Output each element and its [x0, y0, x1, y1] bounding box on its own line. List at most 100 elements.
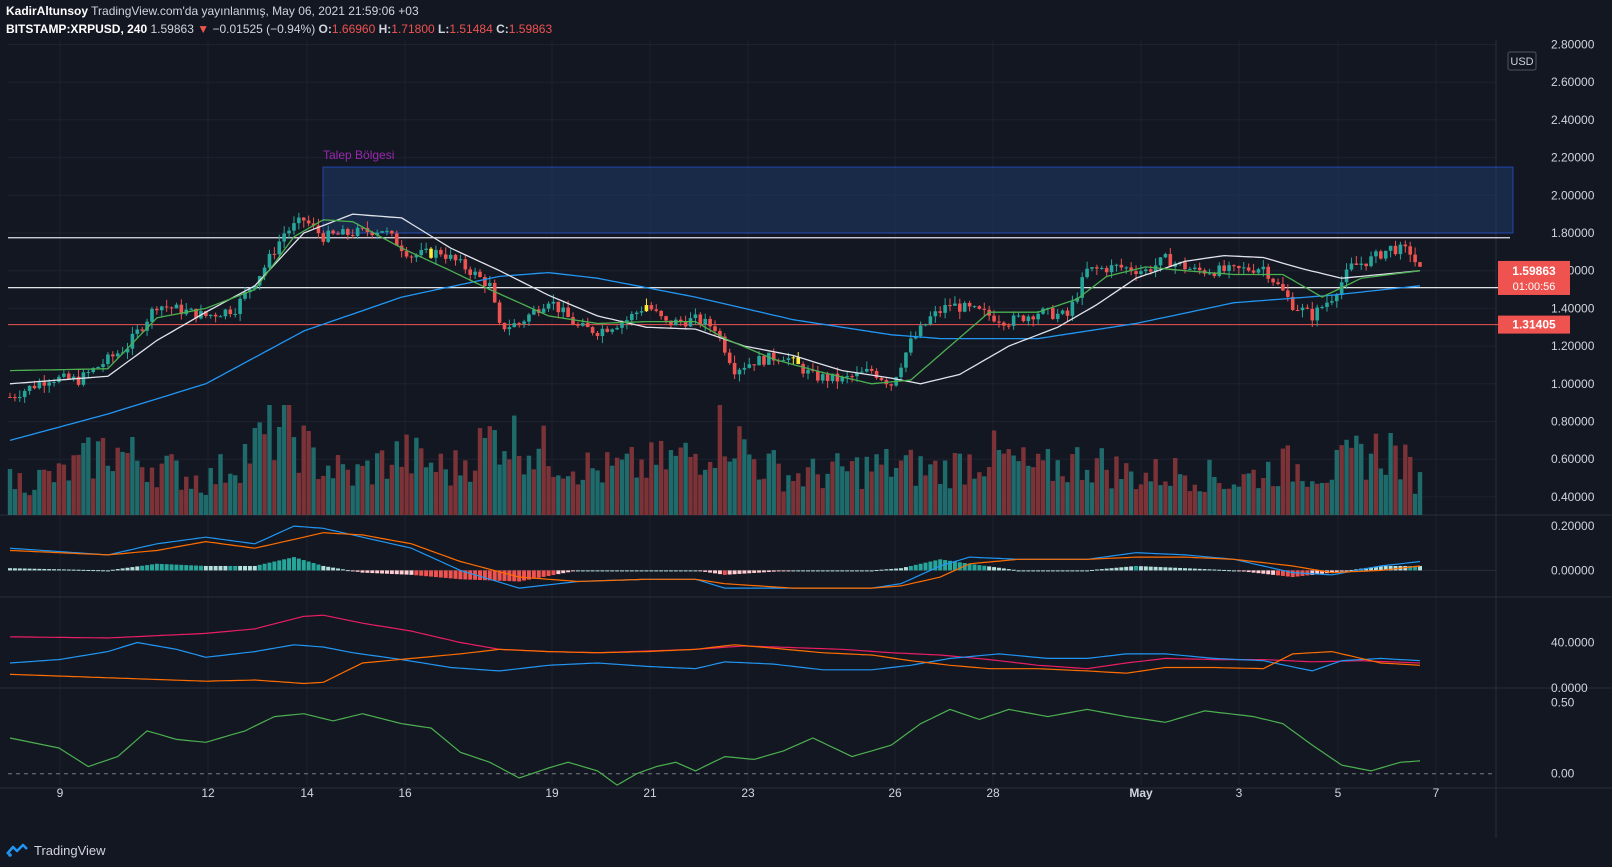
volume-bar: [1212, 476, 1217, 515]
candle-body: [634, 312, 639, 314]
macd-histogram-bar: [600, 570, 605, 572]
macd-histogram-bar: [1094, 569, 1099, 571]
volume-bar: [1373, 433, 1379, 515]
volume-bar: [810, 458, 816, 515]
candle-body: [62, 373, 66, 377]
macd-histogram-bar: [316, 564, 321, 571]
macd-histogram-bar: [526, 570, 531, 580]
volume-bar: [996, 450, 1002, 515]
footer-brand[interactable]: TradingView: [6, 840, 106, 860]
volume-bar: [644, 477, 649, 515]
volume-bar: [1310, 481, 1315, 515]
macd-histogram-bar: [1320, 570, 1325, 574]
volume-bar: [786, 475, 791, 515]
candle-body: [1398, 244, 1403, 255]
candle-body: [71, 376, 76, 379]
candle-body: [1119, 264, 1124, 268]
price-tick-label: 0.80000: [1551, 415, 1595, 429]
candle-body: [595, 332, 600, 337]
volume-bar: [791, 481, 796, 515]
macd-histogram-bar: [66, 569, 71, 571]
volume-bar: [1168, 485, 1173, 515]
candle-body: [1163, 254, 1168, 258]
candle-body: [355, 227, 360, 237]
candle-body: [52, 381, 56, 383]
candle-body: [1188, 268, 1192, 270]
candle-body: [174, 304, 179, 309]
volume-bar: [51, 482, 57, 515]
volume-bar: [198, 492, 204, 515]
volume-bar: [884, 448, 889, 515]
candle-body: [252, 285, 257, 290]
time-tick-label: 12: [201, 786, 215, 800]
candle-body: [32, 385, 37, 389]
volume-bar: [864, 456, 869, 515]
volume-bar: [242, 444, 248, 515]
candle-body: [390, 230, 394, 234]
volume-bar: [849, 461, 855, 515]
volume-bar: [570, 471, 576, 515]
chart-area[interactable]: Talep Bölgesi 2.80000 2.60000 2.40000 2.2000…: [0, 40, 1612, 838]
macd-histogram-bar: [91, 570, 96, 572]
candle-body: [86, 372, 91, 374]
macd-histogram-bar: [571, 570, 576, 572]
candle-body: [1109, 265, 1114, 273]
candle-body: [140, 329, 144, 331]
candle-body: [150, 308, 154, 322]
candle-body: [1290, 296, 1295, 310]
macd-histogram-bar: [967, 563, 972, 571]
candle-body: [1325, 302, 1329, 307]
price-tick-label: 0.60000: [1551, 452, 1595, 466]
candle-body: [605, 328, 610, 332]
symbol-label[interactable]: BITSTAMP:XRPUSD, 240: [6, 22, 148, 36]
plus-di-line: [9, 641, 1421, 672]
candle-body: [179, 304, 184, 315]
candle-body: [204, 311, 208, 317]
volume-bar: [938, 483, 943, 515]
candle-body: [301, 217, 306, 221]
candle-body: [91, 368, 96, 373]
candle-body: [487, 282, 492, 287]
macd-histogram-bar: [419, 570, 424, 576]
candle-body: [1354, 263, 1359, 265]
macd-histogram-bar: [1187, 568, 1192, 571]
volume-bar: [600, 482, 605, 515]
volume-bar: [218, 454, 223, 515]
volume-bar: [1417, 472, 1423, 515]
macd-histogram-bar: [771, 570, 776, 572]
macd-histogram-bar: [1104, 568, 1109, 571]
macd-histogram-bar: [566, 570, 571, 573]
author-name[interactable]: KadirAltunsoy: [6, 4, 89, 18]
candle-body: [771, 352, 776, 361]
macd-histogram-bar: [1178, 567, 1183, 571]
macd-histogram-bar: [223, 565, 228, 571]
volume-bar: [350, 485, 355, 515]
macd-histogram-bar: [590, 570, 595, 572]
candle-body: [590, 327, 595, 333]
price-tick-label: 2.40000: [1551, 113, 1595, 127]
volume-bar: [193, 475, 199, 515]
volume-bar: [237, 482, 243, 515]
minus-di-line: [9, 644, 1421, 685]
volume-bar: [722, 456, 727, 515]
macd-histogram-bar: [1143, 566, 1148, 571]
macd-histogram-bar: [1031, 570, 1036, 572]
volume-bar: [1266, 461, 1271, 515]
volume-bar: [492, 430, 497, 515]
candle-body: [727, 352, 732, 363]
volume-bar: [17, 473, 22, 515]
volume-bar: [252, 428, 257, 515]
volume-bar: [1158, 485, 1163, 515]
volume-bar: [805, 467, 811, 515]
volume-bar: [703, 469, 708, 515]
candle-body: [1134, 271, 1138, 274]
candle-body: [845, 376, 849, 378]
volume-bar: [7, 469, 13, 515]
macd-histogram-bar: [1114, 567, 1119, 571]
volume-bar: [1045, 448, 1051, 515]
candle-body: [169, 307, 174, 309]
candle-body: [781, 360, 786, 362]
volume-bar: [1231, 484, 1237, 515]
macd-histogram-bar: [154, 563, 159, 571]
macd-histogram-bar: [1310, 570, 1315, 575]
